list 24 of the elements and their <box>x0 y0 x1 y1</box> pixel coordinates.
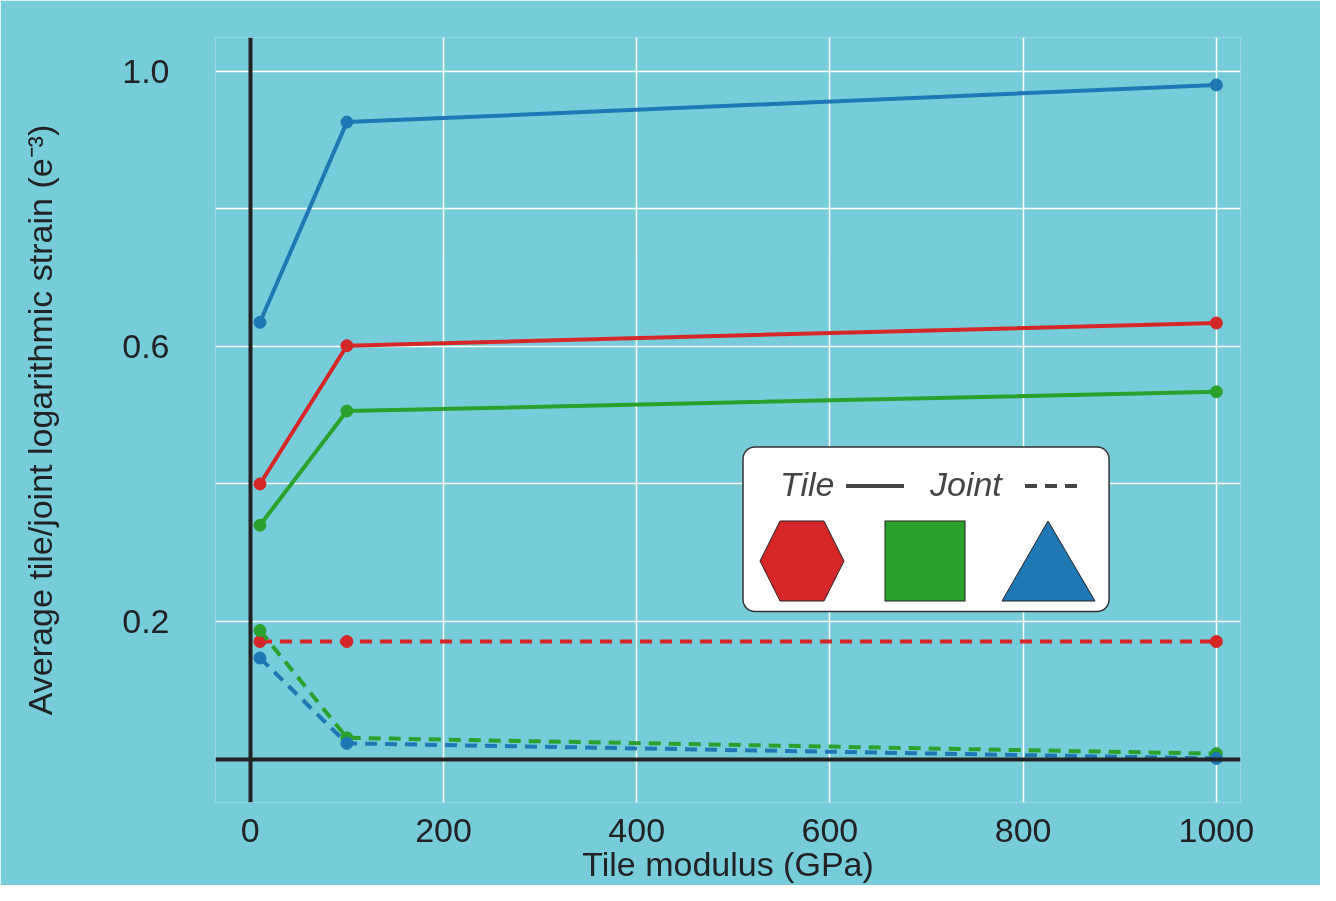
point <box>253 315 267 329</box>
point <box>340 339 354 353</box>
x-tick-label: 200 <box>415 810 472 849</box>
point <box>1209 635 1223 649</box>
y-tick-label: 0.6 <box>122 326 170 365</box>
point <box>1209 78 1223 92</box>
point <box>1209 385 1223 399</box>
point <box>253 477 267 491</box>
point <box>253 651 267 665</box>
point <box>1209 316 1223 330</box>
point <box>340 736 354 750</box>
x-tick-label: 1000 <box>1178 810 1255 849</box>
point <box>253 518 267 532</box>
y-tick-label: 1.0 <box>122 51 170 90</box>
point <box>253 624 267 637</box>
annotation: Joint <box>928 465 1003 504</box>
y-tick-label: 0.2 <box>122 602 170 641</box>
x-tick-label: 0 <box>240 810 260 849</box>
annotation: Tile <box>779 465 834 504</box>
point <box>340 635 354 649</box>
point <box>340 404 354 418</box>
y-axis-title: Average tile/joint logarithmic strain (e⁻³) <box>21 124 60 716</box>
point <box>340 115 354 129</box>
x-tick-label: 800 <box>994 810 1052 849</box>
